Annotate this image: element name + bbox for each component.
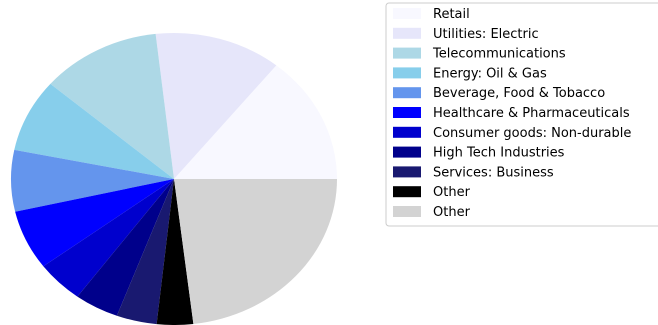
legend-label-3: Energy: Oil & Gas [433,66,547,81]
legend-swatch-8 [393,166,421,178]
legend-swatch-9 [393,186,421,198]
legend-label-4: Beverage, Food & Tobacco [433,86,605,101]
pie-slice-4 [10,149,175,212]
pie-slice-9 [156,179,194,325]
legend-label-10: Other [433,205,471,220]
legend-label-8: Services: Business [433,165,554,180]
legend-swatch-10 [393,206,421,217]
pie-slice-10 [174,179,337,324]
legend-swatch-7 [393,146,421,158]
legend-label-6: Consumer goods: Non-durable [433,126,631,141]
legend: Retail Utilities: Electric Telecommunicati… [385,2,658,227]
legend-swatch-6 [393,126,421,138]
pie-slice-5 [15,179,175,267]
legend-label-5: Healthcare & Pharmaceuticals [433,106,630,121]
legend-label-9: Other [433,185,471,200]
legend-label-1: Utilities: Electric [433,27,539,42]
pie-slice-7 [77,179,174,316]
legend-swatch-2 [393,47,421,59]
pie-slice-3 [14,83,175,179]
legend-label-7: High Tech Industries [433,146,565,161]
pie-slices [10,32,338,325]
pie-slice-6 [43,179,175,297]
pie-slice-2 [50,33,174,180]
legend-swatch-5 [393,107,421,118]
legend-label-0: Retail [433,7,470,22]
legend-swatch-0 [393,8,421,19]
legend-frame [385,2,658,227]
legend-swatch-4 [393,87,421,99]
legend-swatch-1 [393,27,421,39]
pie-slice-1 [155,32,277,180]
legend-label-2: Telecommunications [432,47,566,62]
pie-slice-8 [116,179,174,325]
pie-slice-0 [174,65,338,179]
legend-swatch-3 [393,67,421,79]
